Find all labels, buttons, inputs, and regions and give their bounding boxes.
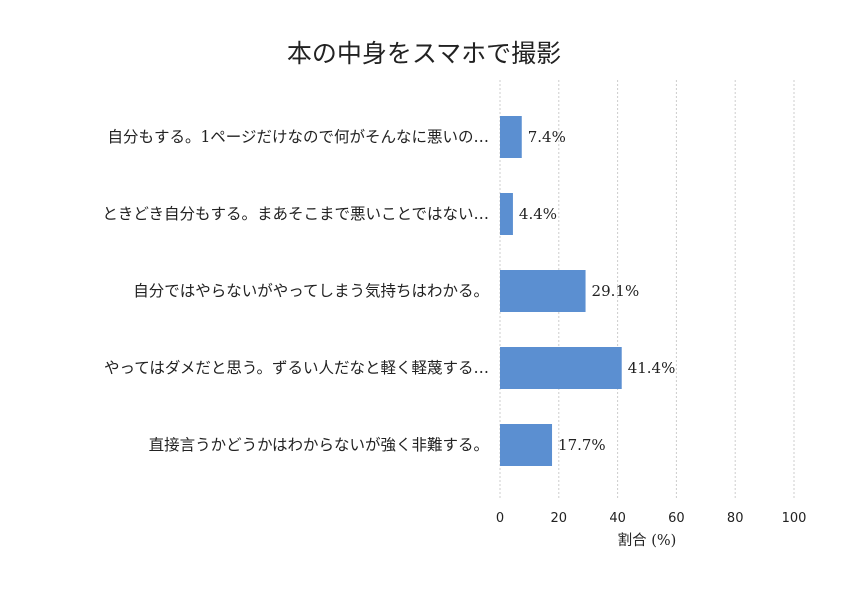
bar xyxy=(500,193,513,235)
chart-title: 本の中身をスマホで撮影 xyxy=(287,39,561,68)
category-label: 自分もする。1ページだけなので何がそんなに悪いの… xyxy=(107,128,489,146)
category-label: ときどき自分もする。まあそこまで悪いことではない… xyxy=(102,205,489,223)
value-label: 4.4% xyxy=(519,205,557,223)
bar xyxy=(500,270,586,312)
value-label: 41.4% xyxy=(628,359,676,377)
x-tick-label: 40 xyxy=(609,511,626,526)
category-label: 直接言うかどうかはわからないが強く非難する。 xyxy=(149,436,489,454)
bar-layer xyxy=(500,116,622,466)
x-tick-label: 80 xyxy=(727,511,744,526)
value-label: 29.1% xyxy=(592,282,640,300)
value-label: 7.4% xyxy=(528,128,566,146)
bar xyxy=(500,424,553,466)
bar xyxy=(500,116,522,158)
x-axis-label: 割合 (%) xyxy=(618,532,677,549)
x-tick-label: 100 xyxy=(782,511,807,526)
value-label: 17.7% xyxy=(558,436,606,454)
x-tick-label: 0 xyxy=(496,511,504,526)
category-label: 自分ではやらないがやってしまう気持ちはわかる。 xyxy=(133,282,489,300)
x-tick-label: 20 xyxy=(551,511,568,526)
label-layer: 0 20 40 60 80 100 自分もする。1ページだけなので何がそんなに悪いの… 7.4… xyxy=(102,128,806,526)
x-tick-label: 60 xyxy=(668,511,685,526)
bar xyxy=(500,347,622,389)
category-label: やってはダメだと思う。ずるい人だなと軽く軽蔑する… xyxy=(104,359,489,377)
